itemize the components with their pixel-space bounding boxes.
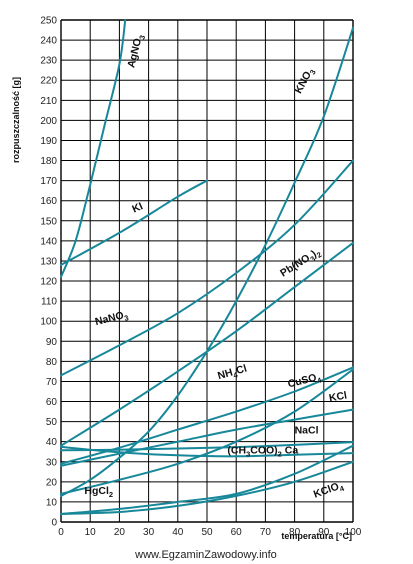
x-tick-label: 60 [231, 527, 243, 538]
y-tick-label: 220 [40, 76, 57, 87]
y-tick-label: 140 [40, 236, 57, 247]
y-tick-label: 190 [40, 136, 57, 147]
y-tick-label: 180 [40, 156, 57, 167]
y-tick-label: 80 [46, 357, 58, 368]
series-line [60, 368, 354, 495]
y-tick-label: 90 [46, 337, 58, 348]
x-tick-label: 80 [289, 527, 301, 538]
x-axis-title: temperatura [°C] [281, 531, 352, 541]
tick-labels: 0102030405060708090100110120130140150160… [40, 16, 361, 539]
x-tick-label: 90 [318, 527, 330, 538]
y-tick-label: 200 [40, 116, 57, 127]
y-tick-label: 40 [46, 437, 58, 448]
series-line [60, 445, 354, 458]
series-line [60, 179, 208, 266]
x-tick-label: 70 [260, 527, 272, 538]
x-tick-label: 50 [201, 527, 213, 538]
x-tick-label: 0 [58, 527, 64, 538]
y-tick-label: 230 [40, 56, 57, 67]
y-tick-label: 130 [40, 256, 57, 267]
x-tick-label: 20 [114, 527, 126, 538]
series-line [60, 27, 354, 497]
y-tick-label: 250 [40, 16, 57, 27]
y-tick-label: 10 [46, 497, 58, 508]
series-label: (CH3​COO)2​ Ca [227, 445, 298, 459]
series-line [60, 441, 354, 452]
series-label: NH4​Cl [216, 362, 249, 384]
series-line [60, 408, 354, 467]
series-group [60, 19, 354, 515]
y-tick-label: 70 [46, 377, 58, 388]
y-tick-label: 100 [40, 317, 57, 328]
y-tick-label: 160 [40, 196, 57, 207]
y-tick-label: 20 [46, 477, 58, 488]
y-tick-label: 30 [46, 457, 58, 468]
x-tick-label: 100 [345, 527, 362, 538]
y-tick-label: 120 [40, 277, 57, 288]
x-tick-label: 40 [172, 527, 184, 538]
y-tick-label: 110 [41, 297, 57, 308]
y-tick-label: 150 [40, 216, 57, 227]
series-line [60, 159, 354, 377]
y-tick-label: 170 [40, 176, 57, 187]
y-tick-label: 0 [51, 518, 57, 529]
grid [60, 19, 354, 523]
series-line [60, 444, 354, 515]
watermark-text: www.EgzaminZawodowy.info [134, 549, 277, 561]
x-tick-label: 10 [85, 527, 97, 538]
y-tick-label: 60 [46, 397, 58, 408]
y-tick-label: 50 [46, 417, 58, 428]
x-tick-label: 30 [143, 527, 155, 538]
series-line [60, 19, 127, 278]
series-label: KCl [328, 389, 348, 404]
y-axis-title: rozpuszczalność [g] [11, 77, 21, 163]
series-label: NaCl [295, 425, 319, 437]
y-tick-label: 240 [40, 36, 57, 47]
series-label: KI [130, 200, 145, 215]
series-line [60, 241, 354, 447]
series-line [60, 460, 354, 515]
y-tick-label: 210 [40, 96, 57, 107]
series-label: HgCl2​ [84, 485, 113, 499]
